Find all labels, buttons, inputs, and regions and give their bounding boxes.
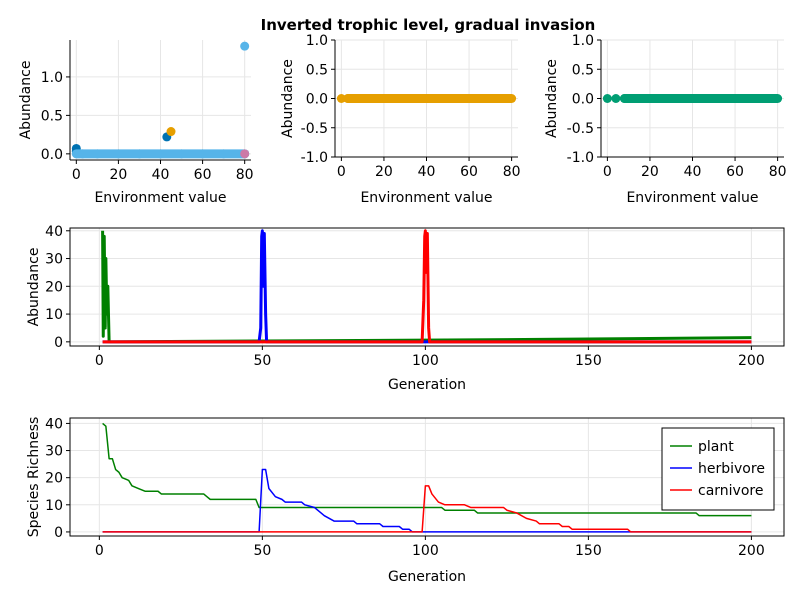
- x-tick-label: 40: [152, 167, 170, 183]
- x-tick-label: 0: [337, 164, 346, 180]
- x-axis-label: Environment value: [360, 190, 492, 206]
- chart-abundance-line: 0 50 100 150 200 0 10 20 30 40 Generation Abundance: [26, 224, 785, 393]
- x-axis-label: Generation: [388, 569, 466, 585]
- series-line-plant: [101, 230, 752, 344]
- legend: plant herbivore carnivore: [661, 427, 775, 511]
- x-tick-label: 60: [460, 164, 478, 180]
- y-tick-label: 1.0: [572, 33, 594, 49]
- x-tick-label: 50: [253, 543, 271, 559]
- x-tick-label: 200: [738, 543, 765, 559]
- legend-label-plant: plant: [698, 439, 734, 455]
- plot-data: [101, 229, 752, 344]
- chart-richness-line: 0 50 100 150 200 0 10 20 30 40 Generation Species R…: [26, 416, 785, 585]
- y-tick-label: 0: [54, 525, 63, 541]
- y-axis-label: Abundance: [280, 59, 296, 138]
- y-tick-label: 0.0: [572, 92, 594, 108]
- x-axis-label: Environment value: [626, 190, 758, 206]
- y-tick-label: 1.0: [306, 33, 328, 49]
- x-axis-label: Generation: [388, 377, 466, 393]
- y-tick-label: 0.5: [41, 108, 63, 124]
- point-herbivore: [343, 94, 353, 103]
- series-line-herbivore: [102, 468, 752, 533]
- point-carnivore: [619, 94, 629, 103]
- chart-scatter-2: 0 20 40 60 80 -1.0 -0.5 0.0 0.5 1.0 Environment va…: [280, 33, 521, 206]
- plot-frame: [69, 417, 785, 537]
- x-axis-label: Environment value: [94, 190, 226, 206]
- y-axis-label: Abundance: [26, 248, 42, 327]
- y-tick-label: -1.0: [567, 150, 594, 166]
- x-tick-label: 20: [641, 164, 659, 180]
- x-tick-label: 100: [412, 543, 439, 559]
- x-tick-label: 200: [738, 353, 765, 369]
- point-carnivore: [602, 94, 612, 103]
- series-line-herbivore: [102, 229, 752, 344]
- point-herbivore: [166, 127, 176, 137]
- chart-scatter-3: 0 20 40 60 80 -1.0 -0.5 0.0 0.5 1.0 Environment va…: [544, 33, 787, 206]
- point-extra: [240, 149, 250, 159]
- plot-data: [102, 422, 752, 533]
- series-line-carnivore: [102, 229, 752, 344]
- x-tick-label: 60: [194, 167, 212, 183]
- x-tick-label: 50: [253, 353, 271, 369]
- x-tick-label: 0: [603, 164, 612, 180]
- x-tick-label: 20: [109, 167, 127, 183]
- y-tick-label: 30: [45, 252, 63, 268]
- x-tick-label: 80: [236, 167, 254, 183]
- x-tick-label: 80: [503, 164, 521, 180]
- legend-label-carnivore: carnivore: [698, 483, 763, 499]
- x-tick-label: 0: [95, 353, 104, 369]
- x-tick-label: 150: [575, 543, 602, 559]
- plot-data: [336, 94, 517, 103]
- x-tick-label: 60: [726, 164, 744, 180]
- x-tick-label: 40: [418, 164, 436, 180]
- point-carnivore: [240, 41, 250, 51]
- x-tick-label: 80: [769, 164, 787, 180]
- point-herbivore: [336, 94, 346, 103]
- y-tick-label: 30: [45, 444, 63, 460]
- x-tick-label: 0: [95, 543, 104, 559]
- y-axis-label: Abundance: [544, 59, 560, 138]
- x-tick-label: 0: [72, 167, 81, 183]
- y-tick-label: -0.5: [301, 121, 328, 137]
- y-axis-label: Abundance: [18, 61, 34, 140]
- y-tick-label: 0.0: [41, 147, 63, 163]
- series-line-carnivore: [102, 485, 752, 533]
- plot-data: [71, 41, 250, 159]
- legend-box: [661, 427, 775, 511]
- y-tick-label: 0.5: [306, 62, 328, 78]
- plot-frame: [69, 227, 785, 347]
- point-carnivore: [611, 94, 621, 103]
- y-tick-label: 40: [45, 224, 63, 240]
- y-tick-label: -0.5: [567, 121, 594, 137]
- y-tick-label: 0: [54, 335, 63, 351]
- plot-data: [602, 94, 783, 103]
- x-tick-label: 150: [575, 353, 602, 369]
- y-tick-label: 1.0: [41, 70, 63, 86]
- y-tick-label: 0.0: [306, 92, 328, 108]
- chart-panels: 0 20 40 60 80 0.0 0.5 1.0 Environment value Abund…: [18, 33, 787, 585]
- x-tick-label: 40: [684, 164, 702, 180]
- figure-title: Inverted trophic level, gradual invasion: [261, 16, 596, 34]
- y-tick-label: -1.0: [301, 150, 328, 166]
- y-tick-label: 20: [45, 471, 63, 487]
- y-tick-label: 10: [45, 307, 63, 323]
- y-tick-label: 40: [45, 416, 63, 432]
- y-tick-label: 10: [45, 498, 63, 514]
- chart-scatter-1: 0 20 40 60 80 0.0 0.5 1.0 Environment value Abund…: [18, 40, 254, 206]
- legend-label-herbivore: herbivore: [698, 461, 765, 477]
- y-axis-label: Species Richness: [26, 417, 42, 538]
- y-tick-label: 0.5: [572, 62, 594, 78]
- series-line-plant: [102, 422, 752, 517]
- x-tick-label: 20: [375, 164, 393, 180]
- y-tick-label: 20: [45, 279, 63, 295]
- x-tick-label: 100: [412, 353, 439, 369]
